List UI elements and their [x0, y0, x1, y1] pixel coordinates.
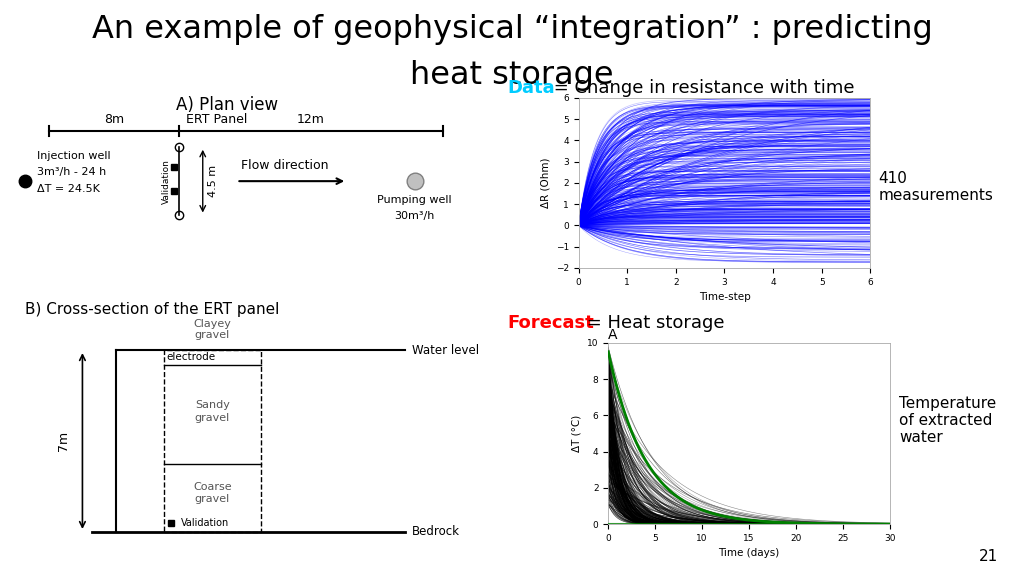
Text: electrode: electrode: [167, 352, 216, 362]
Text: ERT Panel: ERT Panel: [186, 113, 247, 127]
Y-axis label: ΔR (Ohm): ΔR (Ohm): [540, 158, 550, 208]
Text: Validation: Validation: [181, 518, 229, 528]
Text: B) Cross-section of the ERT panel: B) Cross-section of the ERT panel: [25, 302, 280, 317]
Text: Forecast: Forecast: [507, 314, 594, 332]
Text: gravel: gravel: [195, 413, 230, 423]
Text: A) Plan view: A) Plan view: [176, 97, 278, 115]
Text: Flow direction: Flow direction: [242, 159, 329, 172]
Text: Coarse: Coarse: [194, 482, 231, 491]
Text: 410
measurements: 410 measurements: [879, 171, 993, 203]
Text: Validation: Validation: [162, 159, 171, 203]
Text: 3m³/h - 24 h: 3m³/h - 24 h: [37, 167, 105, 177]
Text: Sandy: Sandy: [195, 400, 229, 410]
X-axis label: Time-step: Time-step: [698, 292, 751, 302]
Text: Bedrock: Bedrock: [412, 525, 460, 539]
Text: 21: 21: [979, 550, 998, 564]
Text: ΔT = 24.5K: ΔT = 24.5K: [37, 184, 99, 195]
Text: 30m³/h: 30m³/h: [394, 211, 435, 221]
Text: heat storage: heat storage: [411, 60, 613, 92]
Text: = Change in resistance with time: = Change in resistance with time: [548, 79, 854, 97]
Text: Pumping well: Pumping well: [377, 195, 452, 205]
Text: Injection well: Injection well: [37, 151, 111, 161]
Text: gravel: gravel: [195, 494, 230, 504]
Text: An example of geophysical “integration” : predicting: An example of geophysical “integration” …: [91, 14, 933, 46]
Text: 4.5 m: 4.5 m: [208, 165, 217, 197]
Y-axis label: ΔT (°C): ΔT (°C): [571, 415, 582, 452]
Text: 7m: 7m: [56, 431, 70, 451]
Text: Temperature
of extracted
water: Temperature of extracted water: [899, 396, 996, 445]
Text: Clayey: Clayey: [194, 319, 231, 329]
Bar: [164, 350, 260, 532]
Text: Water level: Water level: [412, 344, 479, 357]
X-axis label: Time (days): Time (days): [719, 548, 779, 559]
Text: = Heat storage: = Heat storage: [581, 314, 724, 332]
Text: Data: Data: [507, 79, 555, 97]
Text: gravel: gravel: [195, 329, 230, 339]
Text: 8m: 8m: [103, 113, 124, 127]
Text: 12m: 12m: [297, 113, 325, 127]
Text: A: A: [608, 328, 617, 342]
